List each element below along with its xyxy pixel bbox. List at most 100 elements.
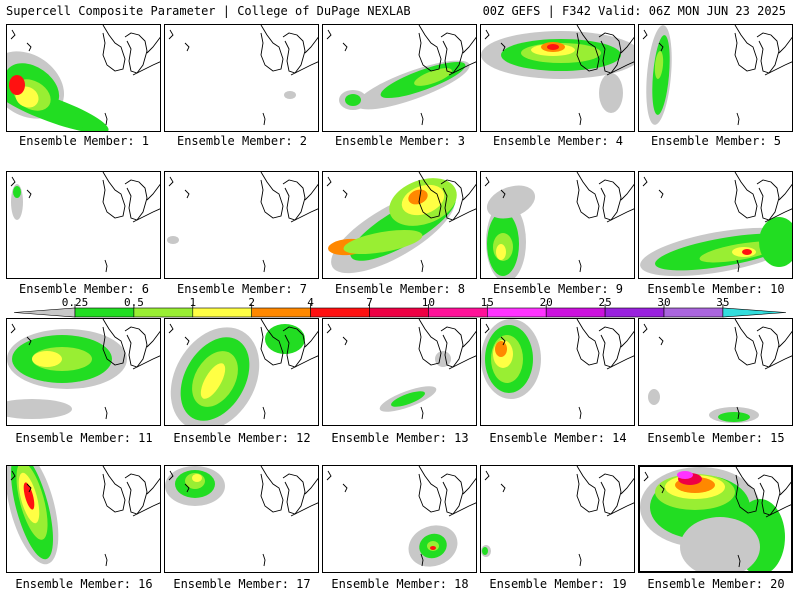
shoreline	[606, 355, 634, 370]
scp-contour-area	[13, 186, 21, 198]
scp-contour-map	[326, 466, 476, 567]
shoreline	[184, 336, 190, 346]
shoreline	[290, 502, 318, 517]
scp-contour-map	[326, 172, 476, 274]
shoreline	[10, 323, 16, 334]
shoreline	[418, 466, 442, 513]
ensemble-map-panel	[480, 24, 635, 132]
ensemble-map-panel	[164, 465, 319, 573]
shoreline	[260, 25, 284, 72]
ensemble-map-panel	[6, 318, 161, 426]
shoreline	[26, 42, 32, 52]
colorbar-tick-label: 7	[366, 296, 373, 309]
shoreline	[10, 176, 16, 187]
scp-contour-area	[284, 91, 296, 99]
shoreline	[736, 112, 740, 126]
shoreline	[606, 61, 634, 76]
shoreline	[124, 326, 148, 368]
shoreline	[262, 112, 266, 126]
colorbar-min-arrow	[13, 307, 76, 318]
shoreline	[102, 319, 126, 366]
shoreline	[756, 32, 780, 74]
shoreline	[132, 208, 160, 223]
colorbar-segment	[545, 307, 606, 318]
ensemble-map-panel	[6, 465, 161, 573]
colorbar-segment	[133, 307, 194, 318]
scp-contour-map	[167, 172, 318, 273]
shoreline	[342, 42, 348, 52]
great-lakes-outline	[168, 466, 318, 567]
shoreline	[326, 470, 332, 481]
great-lakes-outline	[326, 466, 476, 567]
map-title: Supercell Composite Parameter | College …	[6, 4, 411, 18]
colorbar-max-arrow	[722, 307, 787, 318]
scp-contour-area	[435, 351, 451, 367]
colorbar-tick-label: 4	[307, 296, 314, 309]
scp-contour-area	[265, 324, 305, 354]
member-caption: Ensemble Member: 10	[647, 282, 785, 296]
scp-contour-area	[759, 217, 792, 267]
great-lakes-outline	[168, 172, 318, 273]
scp-contour-map	[7, 466, 160, 567]
member-caption: Ensemble Member: 4	[492, 134, 624, 148]
member-caption: Ensemble Member: 5	[650, 134, 782, 148]
scp-contour-area	[648, 389, 660, 405]
great-lakes-outline	[168, 319, 318, 420]
shoreline	[124, 179, 148, 221]
colorbar-segment	[486, 307, 547, 318]
shoreline	[102, 172, 126, 219]
shoreline	[598, 326, 622, 368]
shoreline	[500, 483, 506, 493]
member-caption: Ensemble Member: 13	[331, 431, 469, 445]
shoreline	[440, 179, 464, 221]
great-lakes-outline	[642, 172, 792, 273]
shoreline	[418, 319, 442, 366]
shoreline	[578, 112, 582, 126]
scp-contour-area	[9, 75, 25, 95]
shoreline	[262, 406, 266, 420]
ensemble-map-panel	[322, 465, 477, 573]
shoreline	[643, 471, 649, 482]
shoreline	[104, 406, 108, 420]
colorbar-legend	[13, 304, 787, 318]
shoreline	[304, 330, 318, 348]
shoreline	[735, 467, 759, 514]
member-caption: Ensemble Member: 16	[15, 577, 153, 591]
shoreline	[440, 326, 464, 368]
colorbar-tick-label: 25	[598, 296, 612, 309]
ensemble-map-panel	[638, 171, 793, 279]
scp-contour-map	[168, 319, 318, 425]
scp-contour-area	[677, 471, 693, 479]
member-caption: Ensemble Member: 18	[331, 577, 469, 591]
great-lakes-outline	[326, 319, 476, 420]
shoreline	[418, 25, 442, 72]
colorbar-tick-label: 15	[480, 296, 494, 309]
colorbar-segment	[428, 307, 488, 318]
shoreline	[184, 189, 190, 199]
great-lakes-outline	[10, 172, 160, 273]
colorbar-segment	[192, 307, 253, 318]
member-caption: Ensemble Member: 20	[647, 577, 785, 591]
shoreline	[342, 336, 348, 346]
ensemble-map-panel	[638, 318, 793, 426]
shoreline	[168, 29, 174, 40]
member-caption: Ensemble Member: 1	[18, 134, 150, 148]
scp-contour-map	[642, 319, 792, 423]
shoreline	[290, 61, 318, 76]
ensemble-map-panel	[480, 318, 635, 426]
member-caption: Ensemble Member: 11	[15, 431, 153, 445]
ensemble-map-panel	[638, 465, 793, 573]
member-caption: Ensemble Member: 3	[334, 134, 466, 148]
scp-contour-area	[192, 474, 202, 482]
ensemble-map-panel	[322, 318, 477, 426]
shoreline	[262, 259, 266, 273]
colorbar-tick-label: 10	[421, 296, 436, 309]
great-lakes-outline	[642, 25, 792, 126]
shoreline	[102, 25, 126, 72]
shoreline	[659, 484, 665, 494]
shoreline	[620, 183, 634, 201]
member-caption: Ensemble Member: 14	[489, 431, 627, 445]
shoreline	[326, 29, 332, 40]
shoreline	[757, 474, 781, 516]
shoreline	[578, 406, 582, 420]
